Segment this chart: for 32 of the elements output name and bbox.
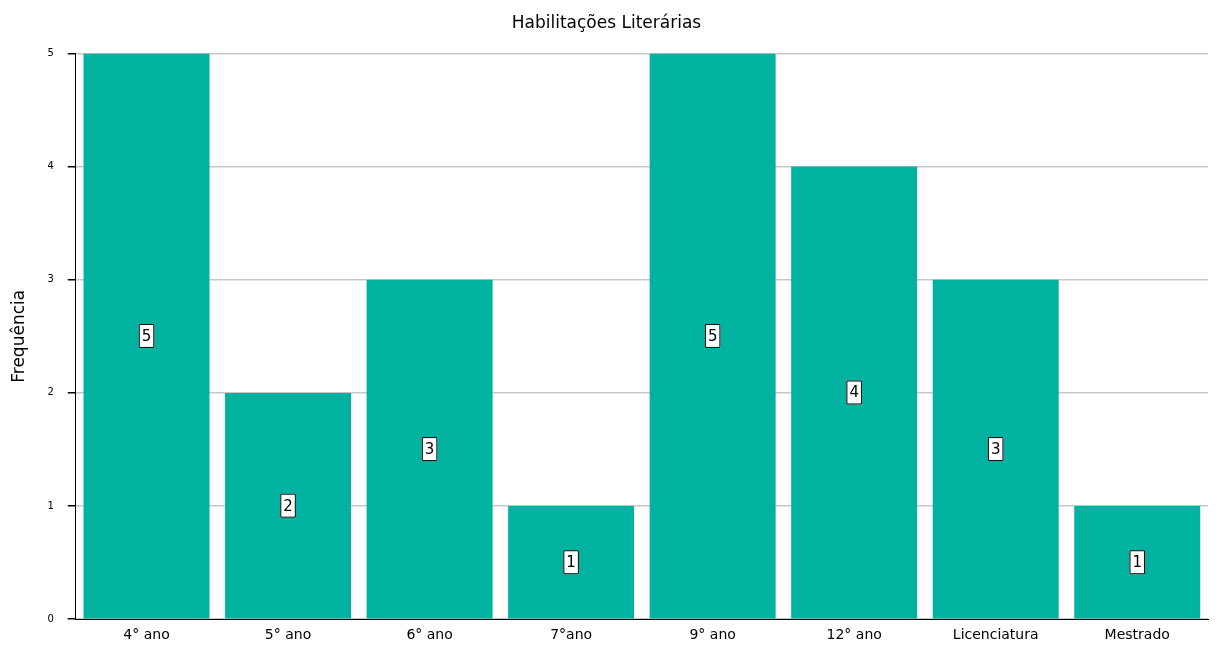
bar xyxy=(1074,506,1201,619)
data-label: 3 xyxy=(990,439,1001,458)
y-tick-label: 5 xyxy=(47,46,54,58)
x-tick-label: Mestrado xyxy=(1104,626,1170,643)
bar xyxy=(791,166,918,619)
chart-title: Habilitações Literárias xyxy=(511,11,702,32)
data-label: 5 xyxy=(707,326,718,345)
data-label: 1 xyxy=(566,553,576,572)
y-tick-label: 0 xyxy=(47,612,54,624)
data-label: 5 xyxy=(141,326,152,345)
data-label: 3 xyxy=(424,439,435,458)
data-label: 2 xyxy=(283,496,293,515)
x-tick-label: 6° ano xyxy=(406,626,453,643)
y-tick-label: 2 xyxy=(47,386,54,398)
bar xyxy=(225,392,352,619)
x-tick-label: 12° ano xyxy=(826,626,882,643)
data-label: 1 xyxy=(1132,553,1143,572)
y-axis-title: Frequência xyxy=(7,289,28,383)
bar xyxy=(508,506,635,619)
x-tick-label: 5° ano xyxy=(264,626,312,643)
y-tick-label: 4 xyxy=(47,160,54,172)
x-tick-label: 7°ano xyxy=(550,626,593,643)
x-tick-label: 4° ano xyxy=(123,626,170,643)
y-tick-label: 3 xyxy=(47,273,54,285)
x-tick-label: 9° ano xyxy=(689,626,736,643)
data-label: 4 xyxy=(849,383,859,402)
bar xyxy=(649,53,776,619)
bar xyxy=(83,53,210,619)
x-tick-label: Licenciatura xyxy=(952,626,1039,643)
bar xyxy=(932,279,1059,619)
bar xyxy=(366,279,493,619)
y-tick-label: 1 xyxy=(47,499,54,511)
